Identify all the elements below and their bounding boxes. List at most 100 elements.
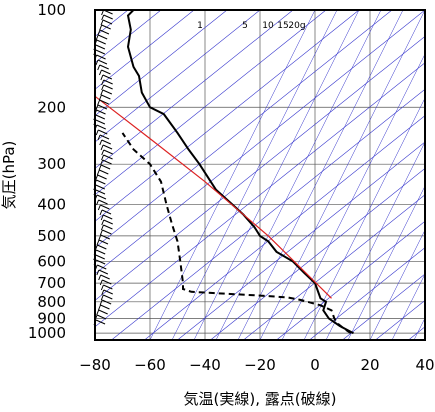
y-tick-label: 800 bbox=[37, 293, 66, 311]
wind-barb bbox=[100, 74, 113, 81]
mixing-ratio-label: 15 bbox=[277, 21, 288, 31]
wind-barb bbox=[96, 199, 108, 206]
y-tick-label: 700 bbox=[37, 274, 66, 292]
mixing-ratio-line bbox=[281, 53, 425, 340]
mixing-ratio-line bbox=[149, 10, 316, 340]
dry-adiabat-line bbox=[375, 300, 425, 340]
wind-barb bbox=[101, 149, 113, 156]
wind-barb bbox=[100, 214, 113, 221]
series-line-red-line bbox=[95, 95, 332, 299]
y-tick-label: 200 bbox=[37, 98, 66, 116]
dry-adiabat-line bbox=[177, 141, 425, 340]
dry-adiabat-line bbox=[309, 247, 425, 340]
dry-adiabats bbox=[95, 10, 425, 340]
wind-barb bbox=[101, 84, 113, 91]
dry-adiabat-line bbox=[95, 10, 228, 116]
wind-barb bbox=[100, 144, 113, 151]
mixing-ratio-line bbox=[369, 229, 425, 340]
y-tick-label: 500 bbox=[37, 227, 66, 245]
y-tick-label: 400 bbox=[37, 196, 66, 214]
wind-barb bbox=[96, 269, 109, 276]
dry-adiabat-line bbox=[144, 115, 425, 340]
series-line-solid bbox=[126, 10, 354, 335]
x-tick-label: 40 bbox=[415, 356, 434, 374]
wind-barb bbox=[95, 104, 108, 111]
dry-adiabat-line bbox=[95, 10, 360, 222]
dry-adiabat-line bbox=[342, 273, 425, 340]
dry-adiabat-line bbox=[95, 36, 425, 301]
wind-barb bbox=[94, 124, 106, 131]
dry-adiabat-line bbox=[95, 10, 425, 275]
wind-barb bbox=[97, 204, 110, 211]
wind-barb bbox=[99, 69, 111, 76]
wind-barb bbox=[94, 39, 106, 46]
dry-adiabat-line bbox=[95, 10, 162, 64]
mixing-ratio-line bbox=[303, 97, 425, 340]
mixing-ratio-line bbox=[347, 185, 425, 340]
mixing-ratio-labels: 1 5 10 15 20g bbox=[197, 21, 305, 31]
dry-adiabat-line bbox=[95, 10, 261, 143]
dry-adiabat-line bbox=[95, 10, 294, 169]
wind-barb bbox=[100, 284, 113, 291]
wind-barb bbox=[98, 94, 111, 101]
wind-barb bbox=[99, 24, 111, 31]
dry-adiabat-line bbox=[276, 220, 425, 340]
data-series bbox=[95, 10, 354, 335]
grid-lines bbox=[94, 9, 426, 340]
wind-barb bbox=[95, 129, 108, 136]
x-tick-label: −60 bbox=[134, 356, 166, 374]
y-axis-title: 気圧(hPa) bbox=[0, 141, 18, 210]
wind-barb bbox=[101, 219, 113, 226]
dry-adiabat-line bbox=[95, 10, 393, 248]
x-axis-title: 気温(実線), 露点(破線) bbox=[184, 390, 337, 408]
dry-adiabat-line bbox=[95, 62, 425, 328]
wind-barb bbox=[97, 99, 109, 106]
y-tick-label: 300 bbox=[37, 155, 66, 173]
wind-barb bbox=[96, 169, 109, 176]
wind-barb bbox=[100, 19, 113, 26]
dry-adiabat-line bbox=[243, 194, 425, 340]
wind-barb bbox=[96, 309, 108, 316]
wind-barb bbox=[96, 239, 109, 246]
wind-barb bbox=[98, 164, 111, 171]
wind-barb bbox=[98, 274, 110, 281]
y-tick-label: 600 bbox=[37, 252, 66, 270]
wind-barb bbox=[97, 29, 110, 36]
mixing-ratio-label: 10 bbox=[262, 21, 274, 31]
dry-adiabat-line bbox=[210, 168, 425, 340]
wind-barb bbox=[94, 194, 107, 201]
wind-barb bbox=[99, 209, 112, 216]
x-tick-label: 0 bbox=[310, 356, 320, 374]
mixing-ratio-label: 20g bbox=[288, 21, 305, 31]
mixing-ratio-line bbox=[391, 273, 425, 340]
wind-barb bbox=[94, 244, 107, 251]
wind-barb bbox=[97, 134, 110, 141]
x-tick-label: −20 bbox=[244, 356, 276, 374]
wind-barb bbox=[98, 234, 110, 241]
dry-adiabat-line bbox=[111, 88, 425, 340]
x-tick-labels: −80 −60 −40 −20 0 20 40 bbox=[79, 356, 434, 374]
dry-adiabat-line bbox=[408, 326, 425, 340]
wind-barb bbox=[101, 289, 113, 296]
x-tick-label: −80 bbox=[79, 356, 111, 374]
mixing-ratio-label: 1 bbox=[197, 21, 203, 31]
wind-barb bbox=[101, 14, 113, 21]
wind-barb bbox=[98, 304, 110, 311]
mixing-ratio-line bbox=[171, 10, 338, 340]
x-tick-label: 20 bbox=[360, 356, 379, 374]
wind-barb bbox=[99, 279, 112, 286]
dry-adiabat-line bbox=[95, 10, 195, 90]
wind-barb bbox=[99, 229, 112, 236]
y-tick-label: 1000 bbox=[28, 324, 66, 342]
y-tick-label: 100 bbox=[37, 1, 66, 19]
wind-barb bbox=[100, 294, 113, 301]
plot-frame bbox=[94, 9, 426, 341]
wind-barb bbox=[99, 299, 112, 306]
series-line-dashed bbox=[121, 132, 352, 335]
wind-barb bbox=[101, 79, 113, 86]
wind-barb bbox=[97, 64, 109, 71]
mixing-ratio-line bbox=[237, 10, 404, 340]
wind-barb bbox=[95, 34, 108, 41]
